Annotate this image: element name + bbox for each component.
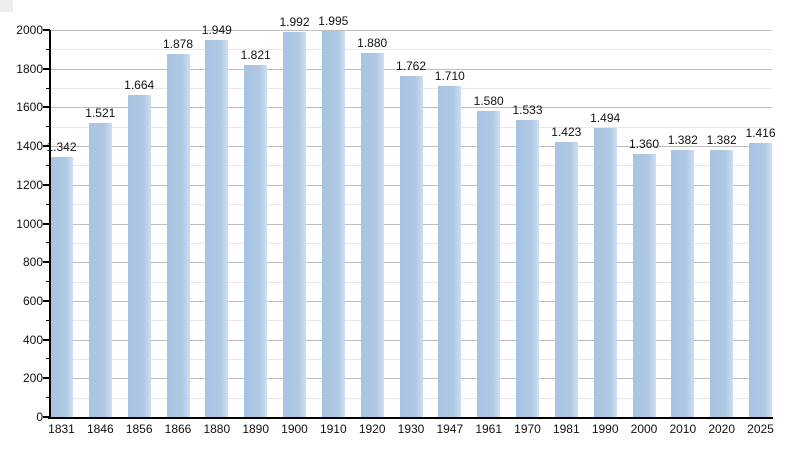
x-tick-label: 1890 bbox=[242, 422, 270, 436]
axis-tick bbox=[46, 49, 50, 50]
bar bbox=[399, 76, 423, 417]
bar-value-label: 1.382 bbox=[706, 132, 737, 147]
bar bbox=[205, 39, 229, 417]
x-tick-label: 1846 bbox=[86, 422, 114, 436]
bar-value-label: 1.533 bbox=[512, 103, 543, 118]
x-tick-label: 1981 bbox=[552, 422, 580, 436]
x-tick-label: 1990 bbox=[591, 422, 619, 436]
bar bbox=[127, 95, 151, 417]
y-tick-label: 200 bbox=[22, 371, 43, 385]
bar-value-label: 1.423 bbox=[551, 124, 582, 139]
bar-value-label: 1.382 bbox=[667, 132, 698, 147]
axis-tick bbox=[46, 320, 50, 321]
y-tick-label: 400 bbox=[22, 333, 43, 347]
gridline-minor bbox=[50, 49, 772, 50]
axis-tick bbox=[43, 106, 50, 108]
axis-tick bbox=[46, 281, 50, 282]
bar-value-label: 1.521 bbox=[85, 105, 116, 120]
gridline-major bbox=[50, 30, 772, 31]
y-tick-label: 1400 bbox=[16, 139, 43, 153]
y-tick-label: 1000 bbox=[16, 217, 43, 231]
x-tick-label: 2025 bbox=[747, 422, 774, 436]
bar bbox=[244, 64, 268, 417]
y-tick-label: 1600 bbox=[16, 100, 43, 114]
bar bbox=[554, 141, 578, 417]
bar bbox=[50, 157, 73, 417]
bar-value-label: 1.949 bbox=[201, 22, 232, 37]
bar-value-label: 1.880 bbox=[357, 36, 388, 51]
axis-tick bbox=[43, 223, 50, 225]
axis-tick bbox=[43, 339, 50, 341]
axis-tick bbox=[46, 242, 50, 243]
bar-value-label: 1.342 bbox=[46, 140, 77, 155]
axis-tick bbox=[46, 165, 50, 166]
bar-value-label: 1.878 bbox=[162, 36, 194, 51]
axis-tick bbox=[43, 29, 50, 31]
x-tick-label: 2010 bbox=[669, 422, 697, 436]
y-tick-label: 600 bbox=[22, 294, 43, 308]
x-tick-label: 1970 bbox=[514, 422, 541, 436]
axis-tick bbox=[43, 416, 50, 418]
bar bbox=[438, 86, 462, 417]
bar-value-label: 1.710 bbox=[434, 69, 465, 84]
bar-value-label: 1.580 bbox=[473, 94, 504, 109]
bar-value-label: 1.664 bbox=[124, 78, 155, 92]
x-tick-label: 1947 bbox=[436, 422, 464, 436]
axis-tick bbox=[46, 358, 50, 359]
x-tick-label: 1831 bbox=[48, 422, 75, 436]
bar-value-label: 1.762 bbox=[395, 59, 427, 74]
axis-tick bbox=[46, 88, 50, 89]
bar-value-label: 1.494 bbox=[590, 110, 621, 125]
bar-value-label: 1.992 bbox=[279, 14, 310, 29]
bar-value-label: 1.416 bbox=[745, 126, 776, 140]
corner-artifact bbox=[0, 0, 13, 12]
bar bbox=[671, 149, 695, 417]
x-tick-label: 1900 bbox=[281, 422, 308, 436]
axis-tick bbox=[43, 261, 50, 263]
bar-value-label: 1.821 bbox=[240, 47, 271, 62]
bar-value-label: 1.360 bbox=[628, 136, 660, 151]
x-tick-label: 1961 bbox=[475, 422, 503, 436]
bar bbox=[749, 143, 772, 417]
x-tick-label: 1920 bbox=[358, 422, 386, 436]
bar bbox=[593, 127, 617, 417]
bar bbox=[632, 153, 656, 417]
bar bbox=[516, 120, 539, 417]
axis-tick bbox=[43, 300, 50, 302]
y-tick-label: 2000 bbox=[16, 23, 43, 37]
axis-tick bbox=[43, 145, 50, 147]
x-tick-label: 1880 bbox=[203, 422, 231, 436]
y-tick-label: 0 bbox=[36, 410, 43, 424]
axis-tick bbox=[46, 204, 50, 205]
bar bbox=[88, 122, 112, 417]
bar bbox=[477, 111, 501, 417]
axis-tick bbox=[46, 126, 50, 127]
x-tick-label: 2000 bbox=[630, 422, 658, 436]
axis-tick bbox=[43, 184, 50, 186]
x-tick-label: 1866 bbox=[164, 422, 192, 436]
x-tick-label: 1910 bbox=[319, 422, 347, 436]
axis-tick bbox=[43, 377, 50, 379]
y-axis-line bbox=[49, 30, 51, 419]
axis-tick bbox=[43, 68, 50, 70]
y-tick-label: 1200 bbox=[16, 178, 43, 192]
gridline-major bbox=[50, 69, 772, 70]
bar bbox=[360, 53, 384, 417]
x-axis-line bbox=[48, 417, 773, 419]
bar-value-label: 1.995 bbox=[318, 14, 349, 28]
x-tick-label: 1930 bbox=[397, 422, 425, 436]
axis-tick bbox=[46, 397, 50, 398]
y-tick-label: 1800 bbox=[16, 62, 43, 76]
bar bbox=[321, 31, 345, 417]
bar bbox=[166, 53, 190, 417]
x-tick-label: 2020 bbox=[708, 422, 736, 436]
y-tick-label: 800 bbox=[22, 255, 43, 269]
x-tick-label: 1856 bbox=[125, 422, 153, 436]
bar bbox=[283, 31, 306, 417]
bar bbox=[710, 149, 734, 417]
